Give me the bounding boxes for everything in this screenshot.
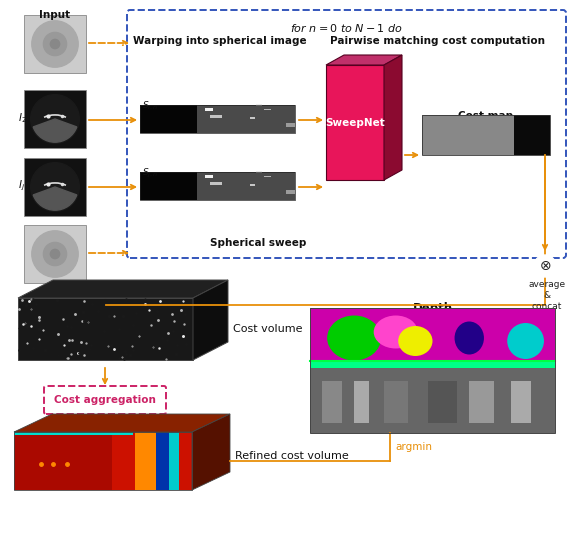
Circle shape [50, 250, 59, 259]
Ellipse shape [507, 323, 544, 359]
Bar [326, 65, 384, 180]
Text: Spherical sweep: Spherical sweep [210, 238, 307, 248]
Bar [210, 115, 222, 118]
Bar [14, 432, 192, 490]
Bar [24, 90, 86, 148]
Bar [169, 432, 179, 490]
Wedge shape [33, 187, 77, 210]
Bar [24, 15, 86, 73]
Bar [14, 431, 133, 435]
Text: Cost volume: Cost volume [233, 324, 303, 334]
Bar [310, 308, 555, 433]
Bar [162, 432, 176, 490]
Circle shape [32, 231, 78, 277]
Circle shape [534, 255, 556, 277]
Polygon shape [326, 55, 402, 65]
Text: Cost aggregation: Cost aggregation [54, 395, 156, 405]
Bar [256, 171, 262, 173]
Bar [210, 182, 222, 185]
Bar [14, 432, 192, 490]
Bar [140, 172, 295, 200]
Circle shape [32, 21, 78, 67]
Ellipse shape [398, 326, 432, 356]
Bar [14, 432, 112, 490]
Bar [24, 158, 86, 216]
Bar [256, 104, 262, 107]
Bar [205, 175, 213, 178]
Bar [428, 381, 457, 423]
Circle shape [43, 242, 67, 266]
Circle shape [31, 163, 79, 211]
Text: SweepNet: SweepNet [325, 118, 385, 128]
Bar [18, 298, 193, 360]
Text: for $n=0$ to $N-1$ do: for $n=0$ to $N-1$ do [290, 22, 403, 34]
Wedge shape [33, 119, 77, 142]
Bar [310, 361, 555, 368]
Text: $I_j$: $I_j$ [18, 179, 26, 193]
Bar [286, 123, 295, 127]
Text: average
&
concat: average & concat [528, 280, 565, 311]
Bar [310, 368, 555, 433]
Bar [135, 432, 162, 490]
Bar [140, 105, 198, 133]
Bar [422, 115, 514, 155]
Bar [384, 381, 408, 423]
Text: argmin: argmin [395, 442, 432, 452]
Polygon shape [14, 414, 230, 432]
Text: $\otimes$: $\otimes$ [539, 259, 551, 273]
Bar [322, 381, 342, 423]
Ellipse shape [373, 316, 418, 348]
Ellipse shape [455, 321, 484, 354]
Bar [354, 381, 369, 423]
Text: Warping into spherical image: Warping into spherical image [133, 36, 307, 46]
Bar [310, 308, 555, 368]
Text: $S_{i,n}$: $S_{i,n}$ [142, 100, 158, 112]
Bar [24, 225, 86, 283]
Bar [140, 172, 198, 200]
Bar [140, 105, 295, 133]
Bar [264, 176, 271, 178]
Text: Depth: Depth [412, 302, 453, 315]
Circle shape [31, 94, 79, 144]
Bar [264, 109, 271, 110]
Ellipse shape [327, 316, 381, 360]
Text: Pairwise matching cost computation: Pairwise matching cost computation [331, 36, 545, 46]
Text: Cost map: Cost map [459, 111, 513, 121]
Bar [511, 381, 530, 423]
Circle shape [43, 33, 67, 56]
Bar [469, 381, 494, 423]
Polygon shape [384, 55, 402, 180]
Bar [250, 117, 255, 119]
Circle shape [50, 39, 59, 49]
Polygon shape [192, 414, 230, 490]
Bar [286, 190, 295, 194]
Bar [422, 115, 550, 155]
Text: $S_{j,n}$: $S_{j,n}$ [142, 167, 158, 180]
Polygon shape [193, 280, 228, 360]
Text: $I_2$: $I_2$ [18, 111, 26, 125]
Bar [205, 108, 213, 111]
Bar [198, 105, 295, 133]
Polygon shape [18, 280, 228, 298]
FancyBboxPatch shape [44, 386, 166, 414]
Bar [156, 432, 169, 490]
Text: Refined cost volume: Refined cost volume [235, 451, 349, 461]
Bar [514, 115, 550, 155]
Text: Input: Input [39, 10, 71, 20]
Bar [198, 172, 295, 200]
Bar [250, 184, 255, 186]
